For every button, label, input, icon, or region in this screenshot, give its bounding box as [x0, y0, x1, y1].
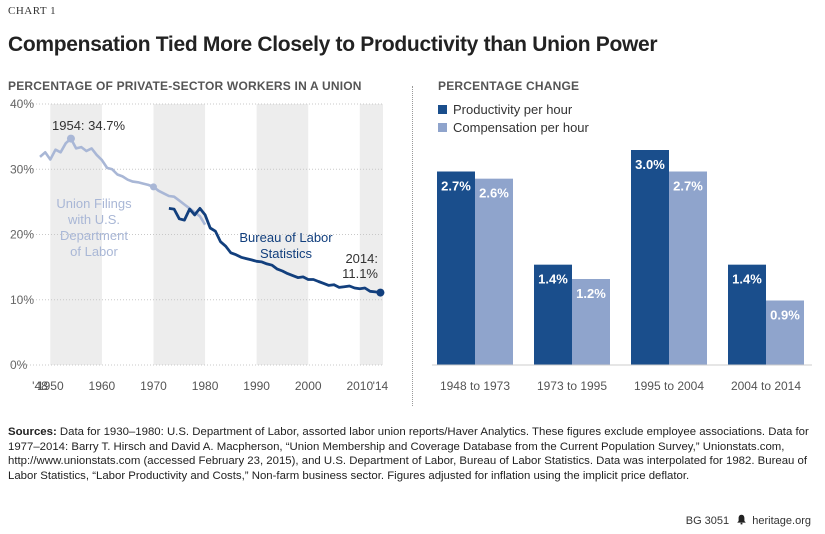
y-tick-label: 30% — [10, 162, 34, 176]
series-label-bls: Statistics — [260, 246, 313, 261]
bar-compensation — [766, 300, 804, 365]
point-marker-2014 — [376, 288, 385, 297]
y-tick-label: 10% — [10, 293, 34, 307]
bar-value-label: 2.6% — [479, 186, 509, 201]
annotation-1954: 1954: 34.7% — [52, 118, 125, 133]
x-category-label: 1973 to 1995 — [537, 379, 607, 393]
footer: BG 3051 heritage.org — [686, 514, 811, 527]
footer-site: heritage.org — [752, 515, 811, 527]
left-panel-title: PERCENTAGE OF PRIVATE-SECTOR WORKERS IN … — [8, 79, 362, 93]
series-line-union-filings — [39, 137, 207, 226]
bar-value-label: 3.0% — [635, 157, 665, 172]
sources-note: Sources: Data for 1930–1980: U.S. Depart… — [8, 425, 813, 483]
series-label-union-filings: Department — [60, 228, 128, 243]
x-tick-label: 2010 — [346, 379, 373, 393]
x-tick-label: 1950 — [37, 379, 64, 393]
y-tick-label: 20% — [10, 228, 34, 242]
series-line-bls — [168, 206, 381, 294]
x-tick-label: '48 — [32, 379, 48, 393]
x-tick-label: 1970 — [140, 379, 167, 393]
x-tick-label: 1990 — [243, 379, 270, 393]
x-category-label: 2004 to 2014 — [731, 379, 801, 393]
series-label-union-filings: with U.S. — [67, 212, 120, 227]
liberty-bell-icon — [737, 514, 747, 525]
annotation-2014-year: 2014: — [345, 251, 378, 266]
bar-value-label: 1.4% — [538, 272, 568, 287]
x-category-label: 1948 to 1973 — [440, 379, 510, 393]
bar-value-label: 0.9% — [770, 308, 800, 323]
compensation-swatch — [438, 123, 447, 132]
annotation-2014-value: 11.1% — [342, 266, 378, 281]
x-tick-label: '14 — [373, 379, 389, 393]
series-label-union-filings: Union Filings — [56, 196, 132, 211]
decade-band — [359, 104, 383, 365]
series-label-bls: Bureau of Labor — [239, 230, 333, 245]
page-title: Compensation Tied More Closely to Produc… — [8, 33, 658, 56]
bar-value-label: 2.7% — [441, 179, 471, 194]
bar-value-label: 2.7% — [673, 179, 703, 194]
bar-value-label: 1.4% — [732, 272, 762, 287]
decade-band — [153, 104, 206, 365]
bar-productivity — [728, 264, 766, 365]
bar-value-label: 1.2% — [576, 286, 606, 301]
y-tick-label: 0% — [10, 358, 28, 372]
y-tick-label: 40% — [10, 97, 34, 111]
legend-label-compensation: Compensation per hour — [453, 120, 589, 135]
bar-productivity — [534, 264, 572, 365]
sources-text: Data for 1930–1980: U.S. Department of L… — [8, 426, 809, 482]
bar-productivity — [437, 171, 475, 365]
legend-label-productivity: Productivity per hour — [453, 102, 573, 117]
legend-item-compensation: Compensation per hour — [438, 120, 589, 135]
productivity-swatch — [438, 105, 447, 114]
right-panel-title: PERCENTAGE CHANGE — [438, 79, 580, 93]
series-label-union-filings: of Labor — [70, 244, 118, 259]
x-tick-label: 1960 — [89, 379, 116, 393]
bar-compensation — [572, 279, 610, 365]
point-marker-1954 — [66, 134, 75, 143]
bar-compensation — [475, 178, 513, 365]
x-category-label: 1995 to 2004 — [634, 379, 704, 393]
x-tick-label: 2000 — [295, 379, 322, 393]
sources-label: Sources: — [8, 426, 57, 438]
legend-item-productivity: Productivity per hour — [438, 102, 572, 117]
panel-divider — [412, 86, 413, 406]
bar-productivity — [631, 150, 669, 365]
x-tick-label: 1980 — [192, 379, 219, 393]
chart-label: CHART 1 — [8, 5, 57, 17]
footer-id: BG 3051 — [685, 515, 730, 527]
point-marker-1970 — [149, 183, 157, 191]
bar-compensation — [669, 171, 707, 365]
